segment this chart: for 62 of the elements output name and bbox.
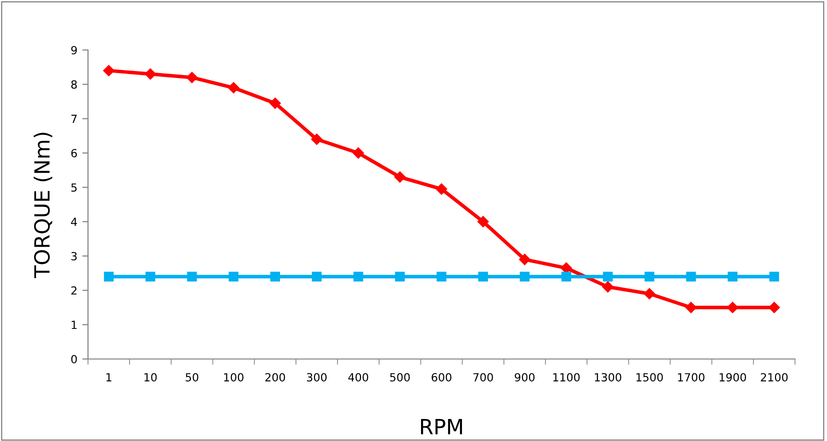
x-tick-label: 100: [224, 373, 244, 382]
point: [352, 147, 364, 159]
y-tick-label: 7: [71, 114, 77, 123]
point: [144, 68, 156, 80]
point: [394, 171, 406, 183]
x-tick-label: 900: [514, 373, 535, 382]
point: [520, 272, 530, 282]
y-tick-label: 4: [71, 218, 77, 226]
point: [228, 272, 238, 282]
x-tick-label: 1900: [720, 373, 746, 382]
x-tick-label: 700: [473, 373, 493, 382]
point: [768, 302, 780, 314]
point: [686, 272, 696, 282]
point: [602, 272, 613, 282]
point: [228, 82, 240, 94]
point: [104, 272, 114, 282]
point: [312, 272, 322, 282]
x-tick-label: 200: [265, 373, 286, 382]
x-tick-label: 400: [348, 373, 368, 382]
point: [685, 302, 697, 314]
point: [561, 272, 572, 282]
y-tick-label: 8: [71, 80, 77, 89]
point: [270, 272, 280, 282]
x-tick-label: 1300: [594, 373, 622, 382]
x-axis-title: RPM: [421, 419, 462, 434]
x-tick-label: 2100: [760, 373, 788, 382]
point: [769, 272, 780, 282]
point: [519, 254, 530, 266]
point: [602, 281, 614, 293]
point: [146, 272, 156, 282]
x-tick-label: 300: [306, 373, 327, 382]
point: [644, 272, 654, 282]
point: [727, 302, 738, 314]
x-tick-label: 1700: [678, 373, 704, 382]
point: [103, 64, 114, 76]
y-axis-title: TORQUE (Nm): [34, 132, 52, 278]
point: [728, 272, 738, 282]
y-tick-label: 5: [71, 183, 77, 192]
x-tick-label: 1500: [636, 373, 663, 382]
point: [186, 72, 198, 84]
x-tick-label: 1100: [553, 373, 580, 382]
x-tick-label: 10: [144, 373, 157, 382]
y-tick-label: 1: [72, 320, 77, 329]
y-tick-label: 6: [71, 148, 77, 158]
x-tick-label: 50: [186, 373, 198, 382]
y-tick-label: 3: [71, 252, 77, 260]
point: [478, 272, 488, 282]
point: [436, 183, 448, 195]
point: [436, 272, 446, 282]
point: [270, 98, 281, 109]
point: [187, 272, 197, 282]
point: [644, 288, 656, 300]
point: [353, 272, 364, 282]
x-tick-label: 1: [106, 373, 112, 382]
point: [311, 134, 322, 145]
x-tick-label: 500: [390, 373, 410, 382]
point: [395, 272, 405, 282]
y-tick-label: 9: [71, 46, 77, 54]
y-tick-label: 0: [71, 354, 77, 364]
x-tick-label: 600: [432, 373, 452, 382]
y-tick-label: 2: [71, 286, 76, 295]
point: [477, 216, 489, 228]
